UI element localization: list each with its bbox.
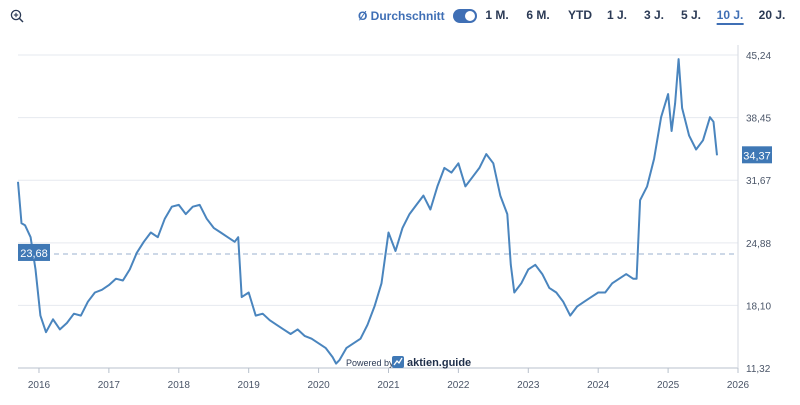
range-tab-ytd[interactable]: YTD — [568, 8, 592, 22]
y-tick-label: 45,24 — [746, 51, 771, 62]
y-tick-label: 24,88 — [746, 239, 771, 250]
range-tab-6m[interactable]: 6 M. — [526, 8, 550, 22]
y-tick-label: 18,10 — [746, 301, 771, 312]
range-tab-10y[interactable]: 10 J. — [716, 8, 744, 25]
x-tick-label: 2016 — [28, 380, 51, 391]
average-toggle[interactable]: Ø Durchschnitt — [358, 8, 477, 24]
average-switch[interactable] — [452, 9, 477, 23]
logo-trend-icon — [393, 357, 403, 366]
x-tick-label: 2023 — [517, 380, 540, 391]
range-tabs: 1 M. 6 M. YTD 1 J. 3 J. 5 J. 10 J. 20 J. — [0, 8, 800, 26]
range-tab-1m[interactable]: 1 M. — [485, 8, 509, 22]
range-tab-1y[interactable]: 1 J. — [606, 8, 628, 22]
watermark: Powered by aktien.guide — [346, 356, 471, 369]
y-tick-label: 31,67 — [746, 176, 771, 187]
last-value-label: 34,37 — [743, 150, 771, 162]
x-tick-label: 2019 — [238, 380, 261, 391]
x-tick-label: 2022 — [447, 380, 470, 391]
chart-toolbar: Ø Durchschnitt 1 M. 6 M. YTD 1 J. 3 J. 5… — [0, 0, 800, 32]
watermark-prefix: Powered by — [346, 358, 394, 368]
range-tab-5y[interactable]: 5 J. — [680, 8, 702, 22]
price-series-line — [17, 58, 718, 365]
watermark-brand: aktien.guide — [407, 357, 471, 369]
average-toggle-label: Ø Durchschnitt — [358, 9, 445, 23]
x-tick-label: 2017 — [98, 380, 121, 391]
x-tick-label: 2021 — [377, 380, 400, 391]
badge-group: 23,68 34,37 — [18, 146, 772, 261]
y-tick-label: 38,45 — [746, 114, 771, 125]
x-tick-label: 2018 — [168, 380, 191, 391]
grid-lines — [18, 54, 738, 369]
switch-knob — [464, 11, 475, 21]
x-tick-label: 2024 — [587, 380, 610, 391]
y-tick-label: 11,32 — [746, 364, 771, 375]
axis-group: 11,32 18,10 24,88 31,67 38,45 45,24 2016 2017 20… — [18, 45, 771, 391]
zoom-in-icon[interactable] — [10, 9, 24, 23]
range-tab-20y[interactable]: 20 J. — [758, 8, 786, 22]
range-tab-3y[interactable]: 3 J. — [643, 8, 665, 22]
last-value-badge — [742, 146, 772, 164]
x-tick-label: 2026 — [727, 380, 750, 391]
series-group — [17, 58, 718, 365]
average-badge — [18, 243, 50, 261]
x-tick-label: 2025 — [657, 380, 680, 391]
x-tick-label: 2020 — [307, 380, 330, 391]
average-badge-label: 23,68 — [20, 248, 48, 260]
